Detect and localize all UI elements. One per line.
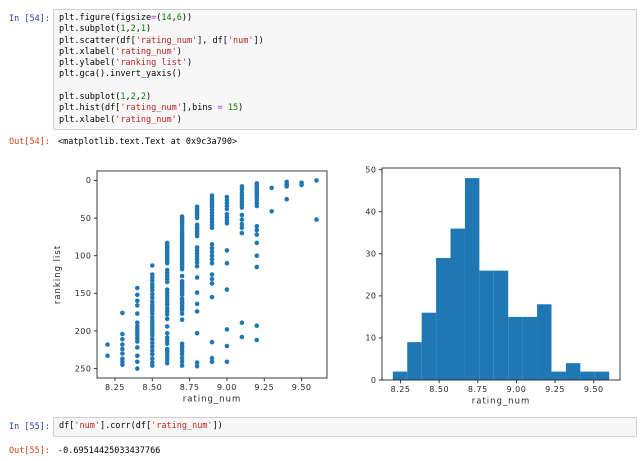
output-area-55: Out[55]: -0.69514425033437766 xyxy=(0,441,640,457)
svg-text:9.50: 9.50 xyxy=(292,383,312,392)
svg-text:10: 10 xyxy=(365,334,376,343)
svg-text:rating_num: rating_num xyxy=(183,395,242,405)
svg-text:20: 20 xyxy=(365,292,376,301)
code-54[interactable]: plt.figure(figsize=(14,6)) plt.subplot(1,… xyxy=(59,13,264,125)
code-editor-55[interactable]: df['num'].corr(df['rating_num']) xyxy=(53,417,637,437)
svg-text:ranking list: ranking list xyxy=(53,245,63,304)
svg-text:0: 0 xyxy=(371,376,377,385)
svg-text:8.50: 8.50 xyxy=(142,383,162,392)
svg-text:8.50: 8.50 xyxy=(429,385,449,394)
output-area-54: Out[54]: <matplotlib.text.Text at 0x9c3a… xyxy=(0,132,640,148)
code-editor-54[interactable]: plt.figure(figsize=(14,6)) plt.subplot(1,… xyxy=(53,9,637,130)
svg-text:8.75: 8.75 xyxy=(180,383,200,392)
svg-text:9.25: 9.25 xyxy=(254,383,274,392)
svg-text:8.75: 8.75 xyxy=(468,385,488,394)
svg-text:rating_num: rating_num xyxy=(472,397,531,407)
output-prompt-55: Out[55]: xyxy=(9,446,50,456)
svg-text:9.00: 9.00 xyxy=(217,383,237,392)
code-55[interactable]: df['num'].corr(df['rating_num']) xyxy=(59,421,223,431)
svg-text:50: 50 xyxy=(80,214,91,223)
input-prompt-54: In [54]: xyxy=(9,14,50,24)
svg-text:250: 250 xyxy=(75,364,92,373)
svg-text:30: 30 xyxy=(365,250,376,259)
svg-text:8.25: 8.25 xyxy=(105,383,125,392)
svg-text:50: 50 xyxy=(365,165,376,174)
output-text-54: <matplotlib.text.Text at 0x9c3a790> xyxy=(58,137,238,147)
code-cell-54: In [54]: plt.figure(figsize=(14,6)) plt.s… xyxy=(0,9,640,130)
svg-text:200: 200 xyxy=(75,327,92,336)
code-cell-55: In [55]: df['num'].corr(df['rating_num']… xyxy=(0,417,640,437)
svg-text:0: 0 xyxy=(86,176,92,185)
output-text-55: -0.69514425033437766 xyxy=(58,446,161,456)
svg-text:9.25: 9.25 xyxy=(545,385,565,394)
svg-text:150: 150 xyxy=(75,289,92,298)
input-prompt-55: In [55]: xyxy=(9,422,50,432)
svg-text:9.00: 9.00 xyxy=(507,385,527,394)
scatter-plot: 8.25 8.50 8.75 9.00 9.25 9.50 0 50 100 150 200 250 r… xyxy=(53,170,328,405)
figure-output: 8.25 8.50 8.75 9.00 9.25 9.50 0 50 100 150 200 250 r… xyxy=(0,155,640,413)
output-prompt-54: Out[54]: xyxy=(9,137,50,147)
svg-text:9.50: 9.50 xyxy=(584,385,604,394)
svg-text:8.25: 8.25 xyxy=(391,385,411,394)
svg-text:40: 40 xyxy=(365,208,376,217)
histogram-plot: 8.25 8.50 8.75 9.00 9.25 9.50 0 10 20 30 40 50 ratin… xyxy=(365,165,621,407)
svg-text:100: 100 xyxy=(75,251,92,260)
